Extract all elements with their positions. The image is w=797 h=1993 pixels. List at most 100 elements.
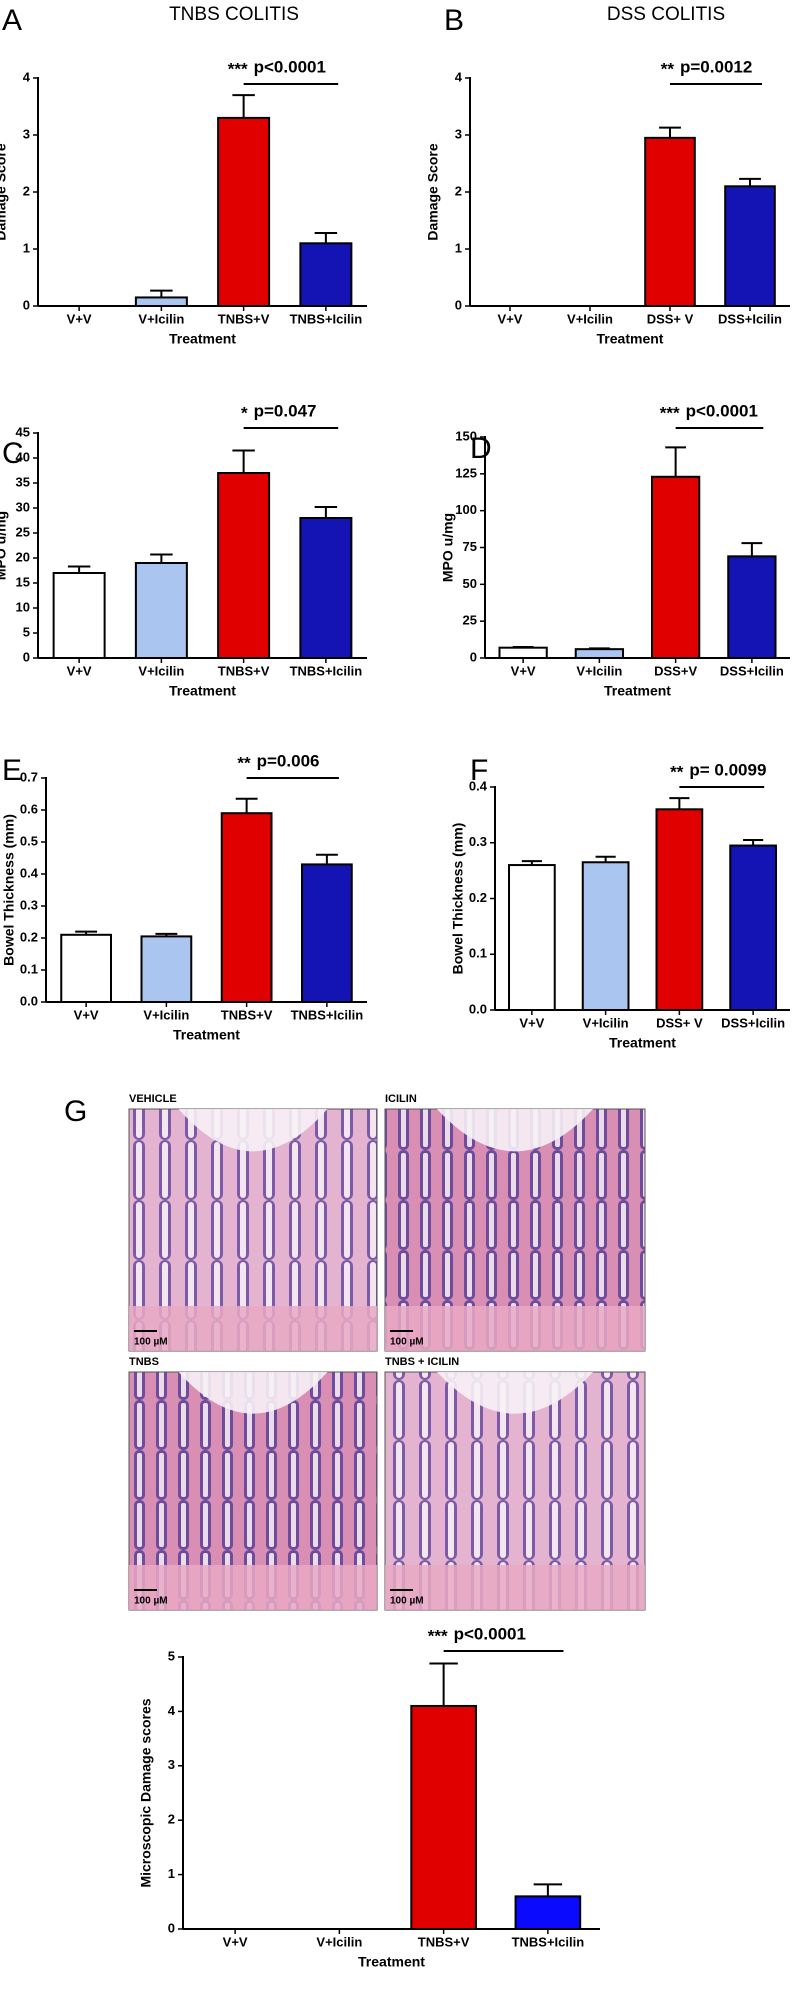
y-tick-label: 0.0 bbox=[469, 1001, 487, 1016]
y-tick-label: 3 bbox=[168, 1757, 175, 1772]
bar bbox=[140, 935, 193, 1004]
bar-chart: E 0.0 0.1 0.2 0.3 0.4 0.5 0.6 0.7 V+V V+Icilin TNBS… bbox=[1, 751, 367, 1043]
significance-stars: *** bbox=[228, 59, 248, 78]
y-axis-label: MPO u/mg bbox=[440, 513, 456, 582]
significance-stars: *** bbox=[660, 403, 680, 422]
bar-chart: D 0 25 50 75 100 125 150 V+V V+Icilin DSS+V DSS+Ici… bbox=[440, 401, 790, 699]
x-tick-label: V+V bbox=[74, 1007, 99, 1022]
x-tick-label: V+V bbox=[498, 311, 523, 326]
y-tick-label: 2 bbox=[23, 183, 30, 198]
bar-chart: A TNBS COLITIS 0 1 2 3 4 V+V V+Icilin TNBS+V TNBS+… bbox=[0, 4, 367, 347]
significance-text: p=0.006 bbox=[257, 751, 320, 770]
panel-letter: D bbox=[470, 432, 492, 465]
x-tick-label: DSS+V bbox=[654, 663, 697, 678]
bar bbox=[410, 1704, 477, 1930]
y-tick-label: 5 bbox=[168, 1648, 175, 1663]
y-tick-label: 45 bbox=[16, 424, 30, 439]
x-axis-label: Treatment bbox=[609, 1035, 676, 1051]
x-tick-label: TNBS+V bbox=[418, 1934, 470, 1949]
x-tick-label: V+V bbox=[519, 1015, 544, 1030]
y-tick-label: 0.0 bbox=[20, 993, 38, 1008]
bar bbox=[217, 116, 271, 308]
y-tick-label: 30 bbox=[16, 499, 30, 514]
x-tick-label: TNBS+Icilin bbox=[290, 663, 363, 678]
scale-label: 100 µM bbox=[390, 1337, 424, 1348]
significance-stars: *** bbox=[428, 1626, 448, 1645]
y-tick-label: 15 bbox=[16, 574, 30, 589]
y-tick-label: 10 bbox=[16, 599, 30, 614]
bar bbox=[724, 185, 776, 307]
y-tick-label: 0.1 bbox=[20, 961, 38, 976]
significance-stars: ** bbox=[670, 762, 684, 781]
scale-label: 100 µM bbox=[390, 1596, 424, 1607]
y-axis-label: Damage Score bbox=[425, 143, 441, 240]
bar bbox=[650, 475, 701, 659]
bar bbox=[508, 864, 556, 1011]
bar bbox=[300, 863, 353, 1004]
y-tick-label: 0.4 bbox=[469, 778, 488, 793]
bar bbox=[644, 136, 696, 307]
x-tick-label: V+Icilin bbox=[583, 1015, 629, 1030]
y-tick-label: 0 bbox=[168, 1920, 175, 1935]
x-tick-label: DSS+Icilin bbox=[718, 311, 782, 326]
y-axis-label: MPO u/mg bbox=[0, 511, 9, 580]
x-axis-label: Treatment bbox=[169, 683, 236, 699]
tissue-band bbox=[385, 1306, 645, 1351]
x-tick-label: V+V bbox=[223, 1934, 248, 1949]
panel-letter: E bbox=[2, 754, 22, 787]
y-tick-label: 0.6 bbox=[20, 801, 38, 816]
panel-letter: B bbox=[444, 4, 464, 37]
y-tick-label: 150 bbox=[455, 428, 477, 443]
x-tick-label: V+V bbox=[511, 663, 536, 678]
lumen bbox=[178, 1109, 328, 1152]
y-tick-label: 75 bbox=[463, 539, 477, 554]
y-tick-label: 35 bbox=[16, 474, 30, 489]
bar bbox=[655, 808, 704, 1011]
significance-stars: * bbox=[241, 403, 248, 422]
y-tick-label: 20 bbox=[16, 549, 30, 564]
lumen bbox=[178, 1372, 328, 1414]
y-tick-label: 125 bbox=[455, 465, 477, 480]
y-tick-label: 0.5 bbox=[20, 833, 38, 848]
y-axis-label: Damage Score bbox=[0, 143, 9, 240]
y-tick-label: 0 bbox=[23, 297, 30, 312]
bar-chart: C 0 5 10 15 20 25 30 35 40 45 V+V V+Icilin TNBS+V TNBS… bbox=[0, 401, 367, 699]
bar-chart: B DSS COLITIS 0 1 2 3 4 V+V V+Icilin DSS+ V DSS+Ic… bbox=[425, 4, 790, 347]
bar bbox=[299, 517, 353, 659]
image-label: TNBS + ICILIN bbox=[385, 1356, 459, 1368]
y-tick-label: 0 bbox=[470, 649, 477, 664]
image-label: ICILIN bbox=[385, 1093, 417, 1105]
y-tick-label: 4 bbox=[455, 69, 463, 84]
histology-panel: G VEHICLE 100 µM ICILIN 100 µM TNBS 100 µM TNB… bbox=[64, 1093, 646, 1611]
bar bbox=[217, 472, 271, 659]
significance-text: p=0.0012 bbox=[680, 57, 752, 76]
x-tick-label: TNBS+Icilin bbox=[291, 1007, 364, 1022]
y-tick-label: 2 bbox=[455, 183, 462, 198]
bar bbox=[299, 242, 353, 308]
image-label: VEHICLE bbox=[129, 1093, 177, 1105]
x-tick-label: V+Icilin bbox=[138, 311, 184, 326]
significance-text: p= 0.0099 bbox=[689, 760, 766, 779]
y-tick-label: 1 bbox=[455, 240, 462, 255]
chart-title: DSS COLITIS bbox=[607, 4, 725, 25]
x-tick-label: V+Icilin bbox=[316, 1934, 362, 1949]
x-tick-label: TNBS+Icilin bbox=[290, 311, 363, 326]
y-tick-label: 0 bbox=[23, 649, 30, 664]
significance-stars: ** bbox=[237, 753, 251, 772]
y-axis-label: Bowel Thickness (mm) bbox=[1, 814, 17, 966]
panel-letter: G bbox=[64, 1095, 87, 1128]
x-tick-label: V+V bbox=[67, 663, 92, 678]
bar bbox=[727, 555, 777, 660]
bar bbox=[574, 648, 625, 659]
x-tick-label: V+Icilin bbox=[143, 1007, 189, 1022]
y-axis-label: Microscopic Damage scores bbox=[138, 1698, 154, 1887]
y-tick-label: 100 bbox=[455, 502, 477, 517]
x-tick-label: V+Icilin bbox=[567, 311, 613, 326]
y-tick-label: 25 bbox=[463, 613, 477, 628]
y-tick-label: 40 bbox=[16, 449, 30, 464]
scale-label: 100 µM bbox=[134, 1337, 168, 1348]
tissue-band bbox=[129, 1565, 377, 1610]
y-tick-label: 0.7 bbox=[20, 769, 38, 784]
bar bbox=[134, 296, 188, 308]
